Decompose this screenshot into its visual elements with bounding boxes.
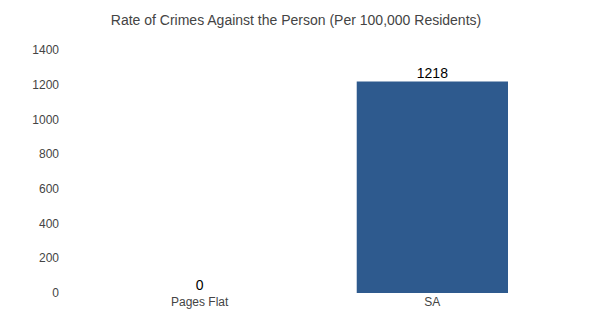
svg-text:0: 0 <box>196 277 204 293</box>
svg-text:0: 0 <box>52 286 59 300</box>
svg-text:Rate of Crimes Against the Per: Rate of Crimes Against the Person (Per 1… <box>111 12 481 28</box>
svg-text:1218: 1218 <box>417 65 448 81</box>
svg-text:200: 200 <box>39 251 59 265</box>
svg-text:1400: 1400 <box>32 43 59 57</box>
svg-text:Pages Flat: Pages Flat <box>171 295 229 309</box>
svg-text:SA: SA <box>424 295 440 309</box>
svg-text:400: 400 <box>39 217 59 231</box>
svg-text:1200: 1200 <box>32 78 59 92</box>
svg-text:1000: 1000 <box>32 113 59 127</box>
svg-text:800: 800 <box>39 147 59 161</box>
svg-text:600: 600 <box>39 182 59 196</box>
